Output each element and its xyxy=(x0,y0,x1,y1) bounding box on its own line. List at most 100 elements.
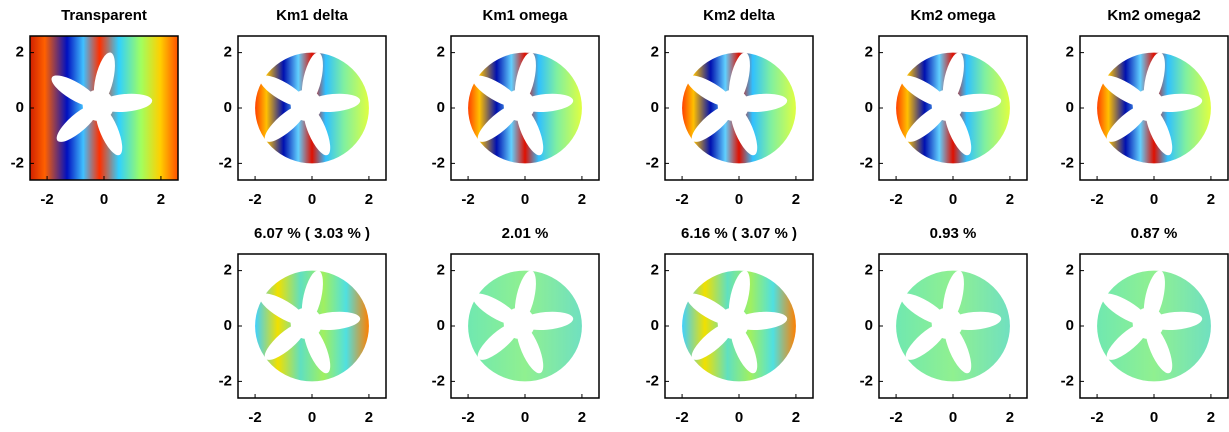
x-tick-label: 0 xyxy=(1150,409,1158,426)
y-tick-label: -2 xyxy=(1061,372,1074,389)
scatterer-core xyxy=(290,89,322,121)
x-tick-label: 0 xyxy=(521,409,529,426)
x-tick-label: -2 xyxy=(675,191,688,208)
x-tick-label: -2 xyxy=(248,191,261,208)
scatterer-core xyxy=(290,307,322,339)
y-tick-label: 2 xyxy=(224,262,232,279)
x-tick-label: 0 xyxy=(735,191,743,208)
y-tick-label: 2 xyxy=(437,262,445,279)
scatterer-core xyxy=(717,307,749,339)
x-tick-label: 2 xyxy=(1207,191,1215,208)
y-tick-label: 0 xyxy=(224,317,232,334)
panel-title: 0.87 % xyxy=(1131,225,1178,242)
y-tick-label: 2 xyxy=(437,44,445,61)
panel-title: Km2 omega2 xyxy=(1107,7,1200,24)
panel-title: Transparent xyxy=(61,7,147,24)
field xyxy=(30,36,178,180)
field xyxy=(1097,270,1211,382)
y-tick-label: -2 xyxy=(219,154,232,171)
y-tick-label: 0 xyxy=(1066,99,1074,116)
y-tick-label: -2 xyxy=(646,154,659,171)
x-tick-label: 0 xyxy=(949,409,957,426)
x-tick-label: -2 xyxy=(1090,409,1103,426)
x-tick-label: 0 xyxy=(735,409,743,426)
x-tick-label: 2 xyxy=(792,191,800,208)
field xyxy=(682,270,796,382)
x-tick-label: -2 xyxy=(889,409,902,426)
x-tick-label: 2 xyxy=(1006,409,1014,426)
y-tick-label: 0 xyxy=(651,317,659,334)
y-tick-label: 0 xyxy=(865,99,873,116)
x-tick-label: 0 xyxy=(949,191,957,208)
x-tick-label: 0 xyxy=(1150,191,1158,208)
y-tick-label: 0 xyxy=(224,99,232,116)
scatterer-core xyxy=(1132,307,1164,339)
y-tick-label: 0 xyxy=(437,99,445,116)
y-tick-label: 2 xyxy=(224,44,232,61)
panel-title: 6.07 % ( 3.03 % ) xyxy=(254,225,370,242)
x-tick-label: 2 xyxy=(578,191,586,208)
y-tick-label: 2 xyxy=(865,262,873,279)
field xyxy=(896,270,1010,382)
y-tick-label: -2 xyxy=(860,372,873,389)
y-tick-label: 2 xyxy=(865,44,873,61)
y-tick-label: -2 xyxy=(1061,154,1074,171)
scatterer-core xyxy=(82,89,114,121)
y-tick-label: 0 xyxy=(16,99,24,116)
x-tick-label: 2 xyxy=(1006,191,1014,208)
x-tick-label: 2 xyxy=(365,191,373,208)
y-tick-label: 0 xyxy=(1066,317,1074,334)
field xyxy=(1097,52,1211,164)
x-tick-label: 0 xyxy=(100,191,108,208)
scatterer-core xyxy=(931,307,963,339)
y-tick-label: -2 xyxy=(11,154,24,171)
field xyxy=(468,52,582,164)
panel-title: Km2 delta xyxy=(703,7,775,24)
panel-title: Km2 omega xyxy=(910,7,996,24)
y-tick-label: 0 xyxy=(651,99,659,116)
field xyxy=(896,52,1010,164)
scatterer-core xyxy=(503,307,535,339)
x-tick-label: -2 xyxy=(248,409,261,426)
panel-title: Km1 delta xyxy=(276,7,348,24)
x-tick-label: -2 xyxy=(1090,191,1103,208)
scatterer-core xyxy=(1132,89,1164,121)
field xyxy=(255,52,369,164)
panel-title: 2.01 % xyxy=(502,225,549,242)
y-tick-label: -2 xyxy=(219,372,232,389)
y-tick-label: -2 xyxy=(432,372,445,389)
x-tick-label: 0 xyxy=(308,191,316,208)
x-tick-label: 0 xyxy=(521,191,529,208)
field xyxy=(255,270,369,382)
x-tick-label: 2 xyxy=(792,409,800,426)
panel-title: Km1 omega xyxy=(482,7,568,24)
y-tick-label: 2 xyxy=(1066,262,1074,279)
x-tick-label: 0 xyxy=(308,409,316,426)
panel-title: 6.16 % ( 3.07 % ) xyxy=(681,225,797,242)
field xyxy=(682,52,796,164)
x-tick-label: 2 xyxy=(365,409,373,426)
y-tick-label: -2 xyxy=(646,372,659,389)
scatterer-core xyxy=(717,89,749,121)
x-tick-label: -2 xyxy=(40,191,53,208)
y-tick-label: -2 xyxy=(860,154,873,171)
y-tick-label: 0 xyxy=(437,317,445,334)
x-tick-label: -2 xyxy=(889,191,902,208)
y-tick-label: -2 xyxy=(432,154,445,171)
y-tick-label: 2 xyxy=(1066,44,1074,61)
x-tick-label: -2 xyxy=(461,191,474,208)
scatterer-core xyxy=(931,89,963,121)
x-tick-label: 2 xyxy=(578,409,586,426)
x-tick-label: -2 xyxy=(461,409,474,426)
field xyxy=(468,270,582,382)
x-tick-label: -2 xyxy=(675,409,688,426)
x-tick-label: 2 xyxy=(157,191,165,208)
y-tick-label: 2 xyxy=(16,44,24,61)
scatterer-core xyxy=(503,89,535,121)
panel-title: 0.93 % xyxy=(930,225,977,242)
y-tick-label: 2 xyxy=(651,44,659,61)
y-tick-label: 2 xyxy=(651,262,659,279)
y-tick-label: 0 xyxy=(865,317,873,334)
x-tick-label: 2 xyxy=(1207,409,1215,426)
